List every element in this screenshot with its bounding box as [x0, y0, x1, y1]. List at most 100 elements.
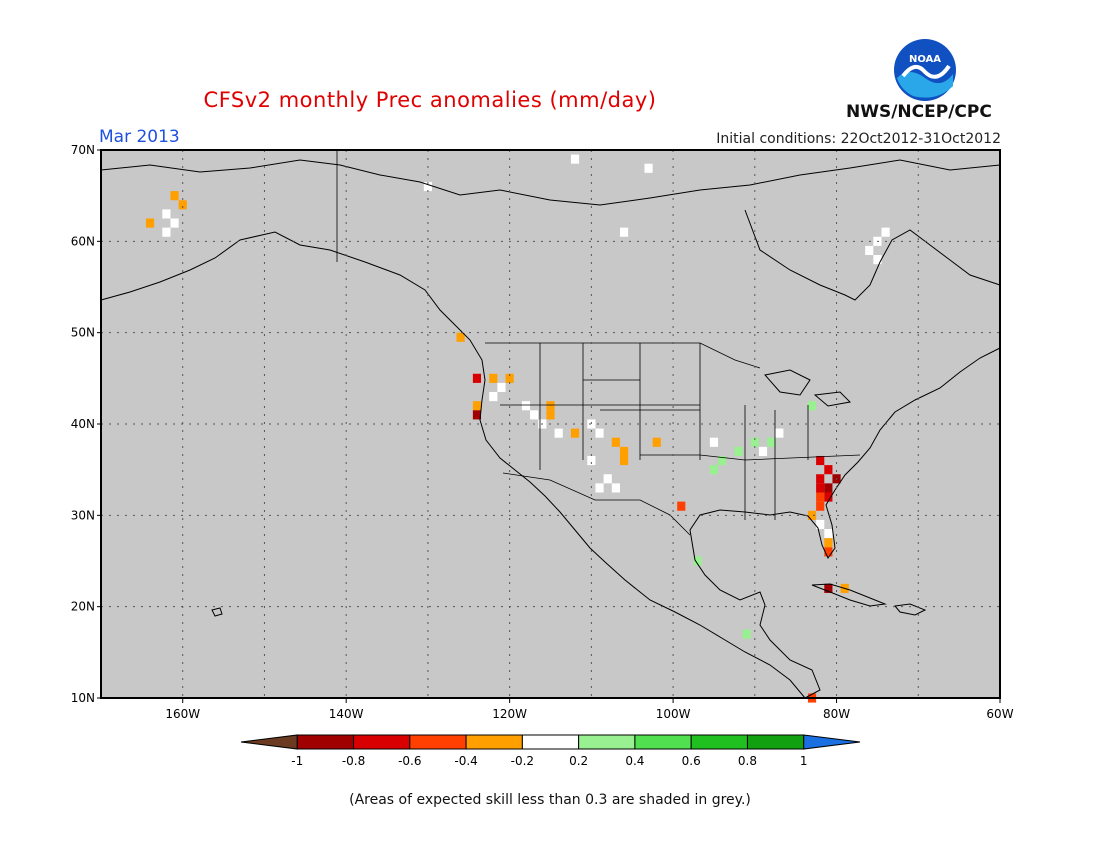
legend-swatch: [465, 734, 523, 750]
anomaly-cell: [472, 373, 482, 383]
hudson-bay-coastline: [744, 209, 1001, 301]
legend-arrow-high: [803, 734, 861, 750]
lat-label: 20N: [71, 600, 95, 614]
anomaly-cell: [554, 428, 563, 438]
lat-label: 30N: [71, 508, 95, 522]
anomaly-cell: [595, 483, 604, 493]
anomaly-cell: [644, 163, 653, 173]
anomaly-cell: [807, 510, 817, 520]
anomaly-cell: [546, 410, 555, 420]
legend-tick-label: 0.6: [682, 754, 701, 768]
lat-label: 40N: [71, 417, 95, 431]
legend-tick-label: -0.4: [454, 754, 477, 768]
lat-lon-grid: [101, 150, 1000, 698]
anomaly-cell: [816, 483, 825, 493]
anomaly-cell: [162, 209, 171, 219]
anomaly-cell: [595, 428, 604, 438]
logo-wave: [897, 72, 953, 98]
anomaly-cell: [489, 392, 498, 402]
lat-label: 10N: [71, 691, 95, 705]
anomaly-cell: [873, 255, 882, 265]
anomaly-cell: [603, 474, 612, 484]
lon-label: 160W: [165, 707, 200, 721]
color-legend: -1 -0.8 -0.6 -0.4 -0.2 0.2 0.4 0.6 0.8 1: [240, 734, 861, 768]
cuba-outline: [811, 583, 887, 607]
legend-tick-label: 0.4: [625, 754, 644, 768]
anomaly-cell: [824, 538, 833, 548]
latitude-labels: 10N 20N 30N 40N 50N 60N 70N: [71, 143, 101, 705]
arctic-coastline: [100, 159, 1001, 206]
anomaly-cell: [521, 401, 531, 411]
legend-tick-label: -0.8: [342, 754, 365, 768]
legend-tick-label: -0.2: [511, 754, 534, 768]
valid-month: Mar 2013: [99, 127, 180, 147]
anomaly-cell: [611, 437, 620, 447]
anomaly-cell: [546, 401, 555, 411]
anomaly-cell: [472, 410, 482, 420]
legend-swatch: [746, 734, 805, 750]
anomaly-cell: [677, 501, 686, 511]
legend-tick-label: 1: [800, 754, 808, 768]
logo-bird: [901, 64, 951, 79]
anomaly-cell: [807, 401, 817, 411]
lon-label: 140W: [329, 707, 364, 721]
legend-swatch: [409, 734, 467, 750]
anomaly-cell: [423, 181, 432, 192]
hispaniola-outline: [894, 603, 927, 616]
anomaly-cell: [619, 446, 629, 456]
hawaii-outline: [211, 607, 223, 617]
lon-label: 60W: [986, 707, 1013, 721]
coastlines: [100, 159, 1001, 699]
anomaly-cell: [816, 501, 825, 511]
anomaly-cell: [881, 227, 890, 237]
legend-swatch: [578, 734, 636, 750]
lat-label: 60N: [71, 234, 95, 248]
anomaly-cell: [530, 410, 539, 420]
lat-label: 70N: [71, 143, 95, 157]
anomaly-cell: [767, 437, 776, 447]
legend-swatch: [521, 734, 580, 750]
anomaly-cell: [145, 218, 155, 228]
anomaly-cell: [824, 483, 833, 493]
initial-conditions: Initial conditions: 22Oct2012-31Oct2012: [716, 131, 1001, 147]
anomaly-cell: [865, 245, 874, 256]
anomaly-cell: [750, 437, 759, 447]
lon-label: 80W: [823, 707, 850, 721]
legend-arrow-low: [240, 734, 298, 750]
anomaly-cell: [824, 492, 833, 502]
legend-swatch: [690, 734, 748, 750]
anomaly-cell: [178, 200, 187, 210]
anomaly-cell: [170, 218, 179, 228]
state-lines: [500, 343, 861, 520]
legend-tick-label: -0.6: [398, 754, 421, 768]
legend-tick-label: 0.2: [569, 754, 588, 768]
anomaly-cell: [775, 428, 784, 438]
legend-swatch: [634, 734, 692, 750]
anomaly-cell: [693, 556, 702, 566]
lat-label: 50N: [71, 326, 95, 340]
longitude-labels: 160W 140W 120W 100W 80W 60W: [165, 698, 1014, 721]
anomaly-cell: [170, 191, 179, 201]
anomaly-cell: [570, 154, 580, 164]
anomaly-cell: [816, 455, 825, 466]
anomaly-cell: [824, 529, 833, 539]
logo-text: NOAA: [909, 54, 941, 65]
anomaly-cell: [734, 446, 743, 456]
anomaly-cell: [505, 373, 514, 383]
anomaly-cell: [619, 227, 629, 237]
anomaly-cell: [758, 446, 768, 456]
anomaly-cell: [824, 465, 833, 475]
anomaly-cell: [816, 474, 825, 484]
anomaly-cell: [824, 583, 833, 593]
map-title: CFSv2 monthly Prec anomalies (mm/day): [203, 88, 657, 112]
anomaly-cell: [611, 483, 620, 493]
great-lakes: [764, 369, 852, 407]
legend-swatch: [296, 734, 355, 750]
anomaly-cell: [816, 492, 825, 502]
anomaly-cell: [718, 455, 727, 466]
anomaly-cell: [456, 332, 465, 342]
anomaly-cell: [472, 401, 482, 411]
legend-swatch: [353, 734, 411, 750]
anomaly-cell: [709, 465, 719, 475]
